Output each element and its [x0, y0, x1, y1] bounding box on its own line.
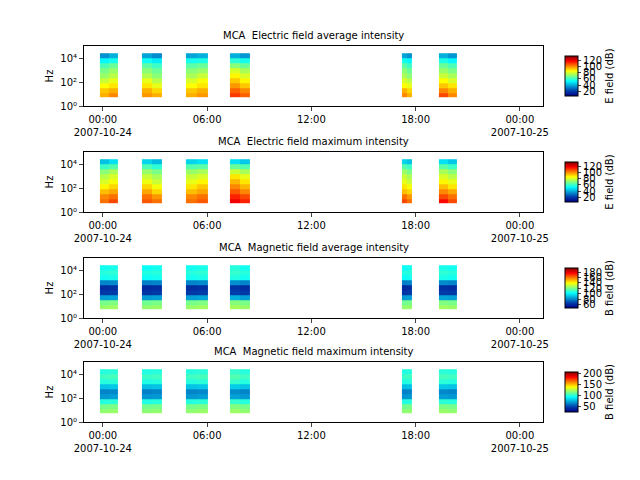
svg-text:18:00: 18:00: [401, 220, 430, 231]
svg-text:20: 20: [583, 86, 596, 97]
svg-text:06:00: 06:00: [193, 220, 222, 231]
svg-text:150: 150: [583, 379, 602, 390]
svg-text:120: 120: [583, 55, 602, 66]
svg-text:18:00: 18:00: [401, 114, 430, 125]
svg-text:00:002007-10-25: 00:002007-10-25: [491, 220, 549, 244]
svg-text:Hz: Hz: [44, 386, 55, 399]
svg-text:00:002007-10-25: 00:002007-10-25: [491, 114, 549, 138]
svg-text:E field (dB): E field (dB): [604, 48, 615, 103]
svg-text:Hz: Hz: [44, 282, 55, 295]
svg-text:10⁴: 10⁴: [60, 159, 77, 170]
svg-text:MCA Electric field maximum in: MCA Electric field maximum intensity: [218, 136, 409, 147]
svg-text:18:00: 18:00: [401, 326, 430, 337]
svg-text:00:002007-10-25: 00:002007-10-25: [491, 430, 549, 454]
svg-text:B field (dB): B field (dB): [604, 260, 615, 316]
svg-text:10⁰: 10⁰: [60, 101, 77, 112]
svg-text:40: 40: [583, 186, 596, 197]
svg-text:100: 100: [583, 61, 602, 72]
svg-text:10⁴: 10⁴: [60, 369, 77, 380]
svg-text:00:002007-10-24: 00:002007-10-24: [74, 430, 132, 454]
svg-text:10⁰: 10⁰: [60, 417, 77, 428]
svg-text:00:002007-10-25: 00:002007-10-25: [491, 326, 549, 350]
svg-text:10²: 10²: [60, 183, 77, 194]
svg-text:160: 160: [583, 272, 602, 283]
svg-text:40: 40: [583, 80, 596, 91]
svg-text:120: 120: [583, 161, 602, 172]
svg-text:80: 80: [583, 294, 596, 305]
svg-text:00:002007-10-24: 00:002007-10-24: [74, 326, 132, 350]
svg-text:100: 100: [583, 167, 602, 178]
svg-text:180: 180: [583, 267, 602, 278]
svg-text:12:00: 12:00: [297, 114, 326, 125]
svg-text:20: 20: [583, 192, 596, 203]
svg-text:60: 60: [583, 73, 596, 84]
svg-text:MCA Electric field average in: MCA Electric field average intensity: [223, 30, 404, 41]
svg-text:10²: 10²: [60, 289, 77, 300]
svg-text:06:00: 06:00: [193, 430, 222, 441]
svg-text:00:002007-10-24: 00:002007-10-24: [74, 114, 132, 138]
svg-text:10⁴: 10⁴: [60, 53, 77, 64]
svg-text:06:00: 06:00: [193, 114, 222, 125]
svg-text:60: 60: [583, 299, 596, 310]
svg-text:80: 80: [583, 173, 596, 184]
svg-text:MCA Magnetic field maximum in: MCA Magnetic field maximum intensity: [214, 346, 414, 357]
svg-text:MCA Magnetic field average in: MCA Magnetic field average intensity: [219, 242, 409, 253]
svg-text:12:00: 12:00: [297, 430, 326, 441]
svg-text:E field (dB): E field (dB): [604, 154, 615, 209]
svg-text:B field (dB): B field (dB): [604, 364, 615, 420]
svg-text:12:00: 12:00: [297, 220, 326, 231]
svg-text:200: 200: [583, 368, 602, 379]
svg-text:100: 100: [583, 288, 602, 299]
svg-text:10²: 10²: [60, 77, 77, 88]
svg-text:00:002007-10-24: 00:002007-10-24: [74, 220, 132, 244]
svg-text:Hz: Hz: [44, 176, 55, 189]
svg-text:Hz: Hz: [44, 70, 55, 83]
svg-text:100: 100: [583, 390, 602, 401]
svg-text:12:00: 12:00: [297, 326, 326, 337]
svg-text:10²: 10²: [60, 393, 77, 404]
svg-text:80: 80: [583, 67, 596, 78]
svg-text:50: 50: [583, 401, 596, 412]
svg-text:10⁴: 10⁴: [60, 265, 77, 276]
svg-text:140: 140: [583, 277, 602, 288]
svg-text:60: 60: [583, 179, 596, 190]
svg-text:18:00: 18:00: [401, 430, 430, 441]
svg-text:120: 120: [583, 283, 602, 294]
svg-text:06:00: 06:00: [193, 326, 222, 337]
svg-text:10⁰: 10⁰: [60, 313, 77, 324]
svg-text:10⁰: 10⁰: [60, 207, 77, 218]
